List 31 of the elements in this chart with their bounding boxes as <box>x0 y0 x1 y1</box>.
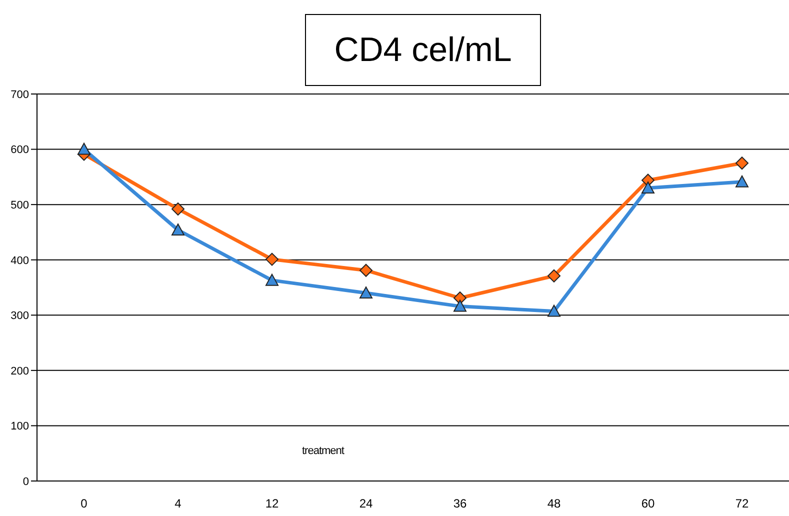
x-tick-label: 60 <box>641 496 655 511</box>
point <box>548 304 560 317</box>
y-tick-label: 200 <box>10 365 29 378</box>
chart-title: CD4 cel/mL <box>305 14 541 86</box>
y-tick-label: 400 <box>10 254 29 267</box>
y-tick-label: 100 <box>10 420 29 433</box>
y-tick-label: 0 <box>22 476 29 488</box>
point <box>736 175 748 188</box>
point <box>642 181 654 194</box>
y-tick-label: 600 <box>10 144 29 156</box>
x-tick-label: 36 <box>453 496 467 511</box>
point <box>266 274 278 286</box>
y-tick-label: 700 <box>10 88 29 101</box>
x-tick-label: 4 <box>174 496 182 511</box>
x-tick-label: 24 <box>359 496 373 511</box>
point <box>360 264 372 277</box>
y-tick-label: 300 <box>10 310 29 322</box>
x-tick-label: 0 <box>80 496 88 511</box>
y-tick-label: 500 <box>10 199 29 212</box>
point <box>360 286 372 299</box>
x-tick-label: 12 <box>265 496 279 511</box>
x-tick-label: 48 <box>547 496 561 511</box>
point <box>172 202 184 216</box>
point <box>736 156 748 170</box>
point <box>548 269 560 282</box>
point <box>172 224 184 236</box>
point <box>266 252 278 266</box>
point <box>78 142 90 155</box>
x-tick-label: 72 <box>735 496 749 511</box>
annotation: treatment <box>302 445 344 457</box>
point <box>454 300 466 312</box>
